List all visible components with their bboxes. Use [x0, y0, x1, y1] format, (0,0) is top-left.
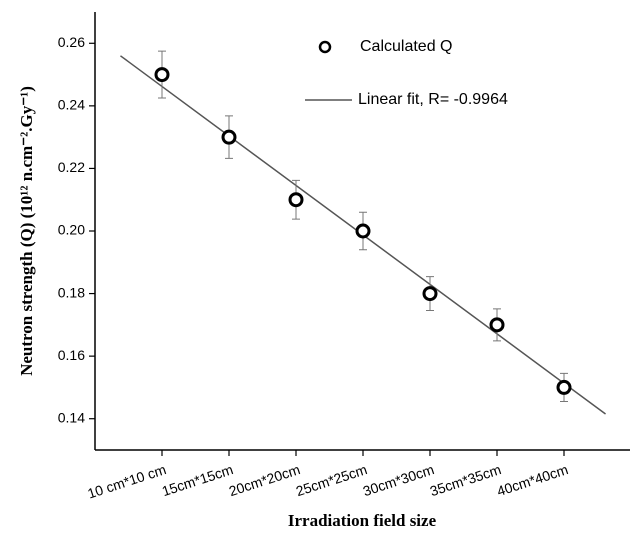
legend-label: Linear fit, R= -0.9964	[358, 91, 508, 108]
legend-marker	[318, 40, 332, 54]
y-tick-label: 0.24	[58, 97, 85, 113]
x-tick-label: 35cm*35cm	[428, 461, 503, 499]
legend-label: Calculated Q	[360, 38, 453, 55]
y-tick-label: 0.18	[58, 284, 85, 300]
y-tick-label: 0.26	[58, 34, 85, 50]
y-tick-label: 0.20	[58, 222, 85, 238]
x-tick-label: 25cm*25cm	[294, 461, 369, 499]
x-axis-title: Irradiation field size	[288, 511, 437, 530]
point	[154, 67, 170, 83]
point	[221, 129, 237, 145]
x-tick-label: 15cm*15cm	[160, 461, 235, 499]
point	[422, 286, 438, 302]
y-axis-title: Neutron strength (Q) (10¹² n.cm⁻².Gy⁻¹)	[17, 86, 36, 376]
point	[556, 379, 572, 395]
y-tick-label: 0.14	[58, 409, 85, 425]
point	[355, 223, 371, 239]
x-tick-label: 10 cm*10 cm	[85, 461, 168, 501]
point	[288, 192, 304, 208]
point	[489, 317, 505, 333]
y-tick-label: 0.16	[58, 347, 85, 363]
y-tick-label: 0.22	[58, 159, 85, 175]
x-tick-label: 40cm*40cm	[495, 461, 570, 499]
x-tick-label: 20cm*20cm	[227, 461, 302, 499]
x-tick-label: 30cm*30cm	[361, 461, 436, 499]
